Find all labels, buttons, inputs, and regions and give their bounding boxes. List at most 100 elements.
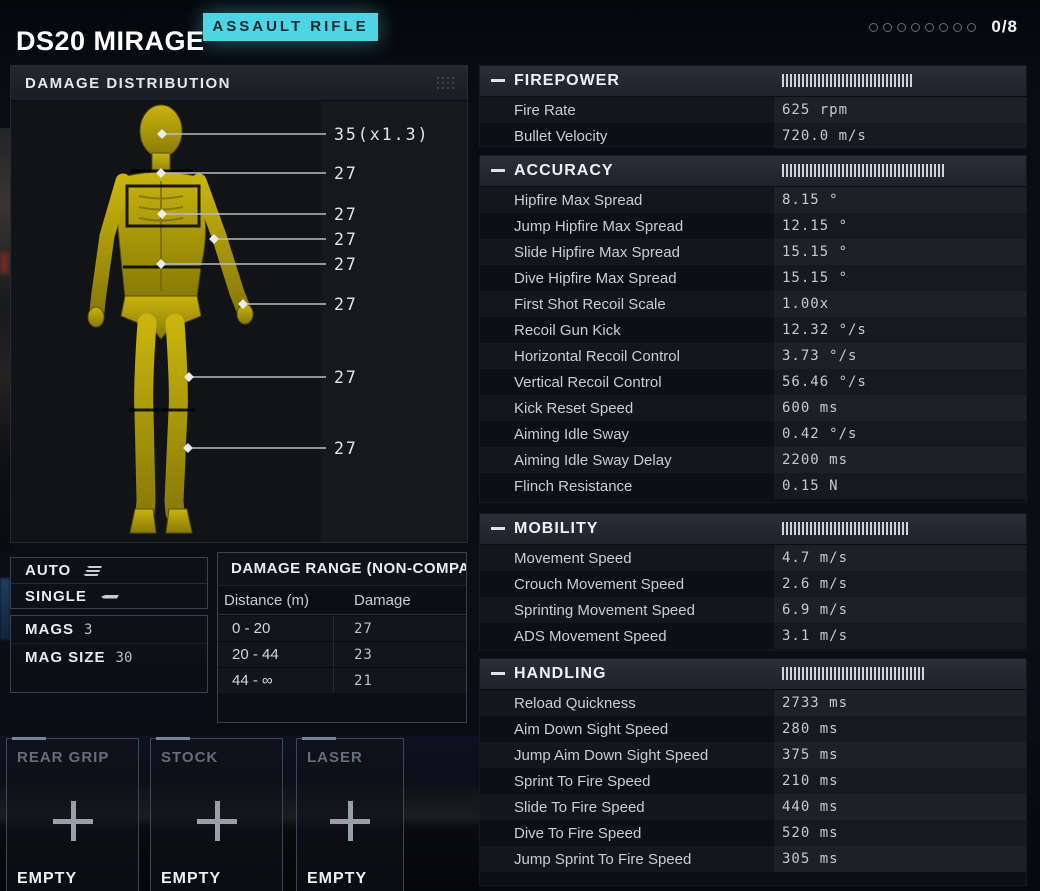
damage-distribution-panel: DAMAGE DISTRIBUTION [10,65,468,543]
slot-status: EMPTY [17,870,78,887]
stat-value: 12.15 ° [773,213,1026,239]
slot-name: LASER [307,749,363,766]
body-damage-figure: 35(x1.3) 27 27 27 27 27 27 27 [87,104,427,534]
stat-row: Aiming Idle Sway Delay 2200 ms [480,447,1026,473]
stat-row: Bullet Velocity 720.0 m/s [480,123,1026,149]
stat-label: Bullet Velocity [514,127,608,145]
stat-label: Dive Hipfire Max Spread [514,269,677,287]
stat-label: Aiming Idle Sway Delay [514,451,672,469]
stat-row: Jump Sprint To Fire Speed 305 ms [480,846,1026,872]
stat-value: 720.0 m/s [773,123,1026,149]
stat-label: Jump Hipfire Max Spread [514,217,684,235]
stat-ticks-bar [782,74,913,87]
stat-row: Reload Quickness 2733 ms [480,690,1026,716]
stat-row: Crouch Movement Speed 2.6 m/s [480,571,1026,597]
range-distance: 0 - 20 [218,616,334,641]
stat-row: Horizontal Recoil Control 3.73 °/s [480,343,1026,369]
fire-mode-selector: AUTO SINGLE [10,557,208,609]
attachment-slot-laser[interactable]: LASER EMPTY [296,737,404,891]
stat-label: Aim Down Sight Speed [514,720,669,738]
stat-ticks-bar [782,667,925,680]
stat-value: 210 ms [773,768,1026,794]
accuracy-header: ACCURACY [480,156,1026,187]
range-distance: 20 - 44 [218,642,334,667]
weapon-class-badge: ASSAULT RIFLE [203,13,378,41]
collapse-minus-icon[interactable] [491,169,505,172]
stat-row: Jump Hipfire Max Spread 12.15 ° [480,213,1026,239]
damage-range-panel: DAMAGE RANGE (NON-COMPA Distance (m) Dam… [217,552,467,723]
range-distance: 44 - ∞ [218,668,334,693]
damage-value-hand: 27 [334,295,358,314]
stat-row: Dive To Fire Speed 520 ms [480,820,1026,846]
anatomical-body [87,104,254,534]
range-damage: 27 [354,620,373,637]
mobility-panel: MOBILITY Movement Speed 4.7 m/s Crouch Mov… [479,513,1027,651]
slot-dots [869,22,977,32]
stat-row: ADS Movement Speed 3.1 m/s [480,623,1026,649]
callout-lines [161,133,326,449]
attachment-slot-stock[interactable]: STOCK EMPTY [150,737,283,891]
stat-row: Fire Rate 625 rpm [480,97,1026,123]
firepower-title: FIREPOWER [514,72,620,89]
handling-header: HANDLING [480,659,1026,690]
background-bench-left [0,128,13,552]
stat-label: Horizontal Recoil Control [514,347,680,365]
firepower-panel: FIREPOWER Fire Rate 625 rpm Bullet Velocit… [479,65,1027,149]
stat-label: Recoil Gun Kick [514,321,621,339]
mag-size-row: MAG SIZE 30 [11,643,207,671]
damage-range-title: DAMAGE RANGE (NON-COMPA [218,553,466,586]
stat-value: 0.42 °/s [773,421,1026,447]
stat-value: 6.9 m/s [773,597,1026,623]
grid-icon[interactable] [437,77,455,90]
handling-rows: Reload Quickness 2733 ms Aim Down Sight Sp… [480,690,1026,872]
mags-row: MAGS 3 [11,616,207,643]
stat-value: 15.15 ° [773,239,1026,265]
stat-label: Kick Reset Speed [514,399,634,417]
damage-distribution-header: DAMAGE DISTRIBUTION [11,66,467,101]
attachment-slot-rear-grip[interactable]: REAR GRIP EMPTY [6,737,139,891]
damage-value-thigh: 27 [334,368,358,387]
stat-value: 0.15 N [773,473,1026,499]
stat-value: 375 ms [773,742,1026,768]
background-red-smudge [0,252,9,274]
collapse-minus-icon[interactable] [491,672,505,675]
skeleton-detail [138,181,184,291]
stat-row: Aim Down Sight Speed 280 ms [480,716,1026,742]
slot-dot [967,22,977,32]
damage-range-row: 0 - 20 27 [218,615,466,641]
stat-label: Hipfire Max Spread [514,191,643,209]
stat-value: 4.7 m/s [773,545,1026,571]
handling-panel: HANDLING Reload Quickness 2733 ms Aim Down… [479,658,1027,886]
callout-values: 35(x1.3) 27 27 27 27 27 27 27 [334,125,427,458]
mag-size-value: 30 [115,649,133,666]
stat-label: Jump Aim Down Sight Speed [514,746,709,764]
accuracy-title: ACCURACY [514,162,614,179]
damage-range-rows: 0 - 20 27 20 - 44 23 44 - ∞ 21 [218,615,466,693]
stat-value: 520 ms [773,820,1026,846]
collapse-minus-icon[interactable] [491,527,505,530]
stat-value: 12.32 °/s [773,317,1026,343]
fire-mode-auto[interactable]: AUTO [11,558,207,583]
slot-dot [953,22,963,32]
stat-row: Dive Hipfire Max Spread 15.15 ° [480,265,1026,291]
stat-value: 625 rpm [773,97,1026,123]
stat-row: Hipfire Max Spread 8.15 ° [480,187,1026,213]
slot-status: EMPTY [161,870,222,887]
damage-range-column-headers: Distance (m) Damage [218,586,466,615]
plus-icon [52,801,93,841]
firepower-header: FIREPOWER [480,66,1026,97]
damage-value-neck: 27 [334,164,358,183]
stat-value: 2.6 m/s [773,571,1026,597]
single-bullet-icon [100,595,119,599]
collapse-minus-icon[interactable] [491,79,505,82]
stat-row: Recoil Gun Kick 12.32 °/s [480,317,1026,343]
stat-row: Slide To Fire Speed 440 ms [480,794,1026,820]
fire-mode-single[interactable]: SINGLE [11,583,207,609]
stat-label: Crouch Movement Speed [514,575,685,593]
burst-bullets-icon [82,564,103,578]
stat-row: Vertical Recoil Control 56.46 °/s [480,369,1026,395]
damage-range-row: 44 - ∞ 21 [218,667,466,693]
damage-value-chest: 27 [334,205,358,224]
stat-label: Slide To Fire Speed [514,798,645,816]
stat-value: 3.1 m/s [773,623,1026,649]
